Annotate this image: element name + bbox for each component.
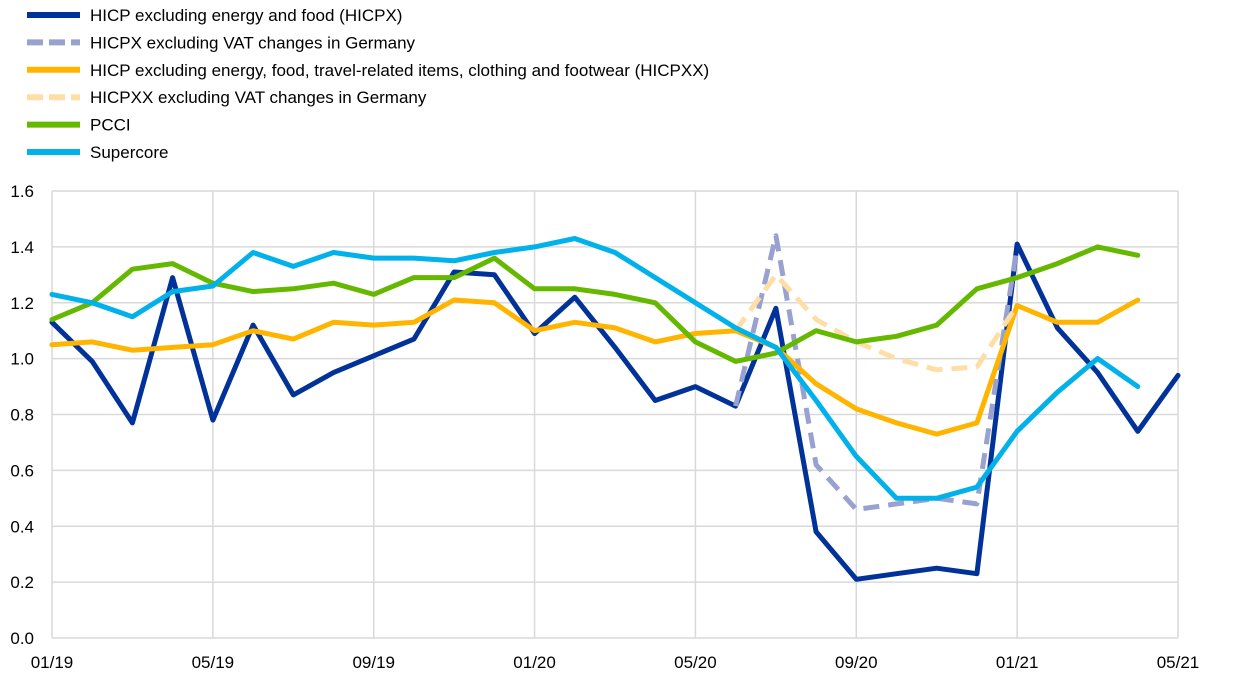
x-tick-label: 05/21 <box>1157 653 1200 672</box>
y-tick-label: 0.8 <box>10 406 34 425</box>
x-tick-label: 09/20 <box>835 653 878 672</box>
x-tick-label: 05/20 <box>674 653 717 672</box>
y-tick-label: 0.0 <box>10 629 34 648</box>
legend-label: HICP excluding energy, food, travel-rela… <box>90 61 709 80</box>
y-tick-label: 0.4 <box>10 517 34 536</box>
x-tick-label: 09/19 <box>352 653 395 672</box>
y-tick-label: 1.6 <box>10 182 34 201</box>
legend-label: Supercore <box>90 143 168 162</box>
series-line-5 <box>52 239 1138 499</box>
y-tick-label: 0.6 <box>10 461 34 480</box>
y-tick-label: 1.2 <box>10 294 34 313</box>
legend-label: HICPX excluding VAT changes in Germany <box>90 33 416 52</box>
series-line-1 <box>736 236 1018 510</box>
y-tick-label: 0.2 <box>10 573 34 592</box>
x-tick-label: 01/19 <box>31 653 74 672</box>
y-tick-label: 1.4 <box>10 238 34 257</box>
legend-label: PCCI <box>90 116 131 135</box>
legend-label: HICPXX excluding VAT changes in Germany <box>90 88 427 107</box>
x-tick-label: 01/20 <box>513 653 556 672</box>
x-tick-label: 05/19 <box>192 653 235 672</box>
x-tick-label: 01/21 <box>996 653 1039 672</box>
legend-label: HICP excluding energy and food (HICPX) <box>90 6 402 25</box>
y-tick-label: 1.0 <box>10 350 34 369</box>
